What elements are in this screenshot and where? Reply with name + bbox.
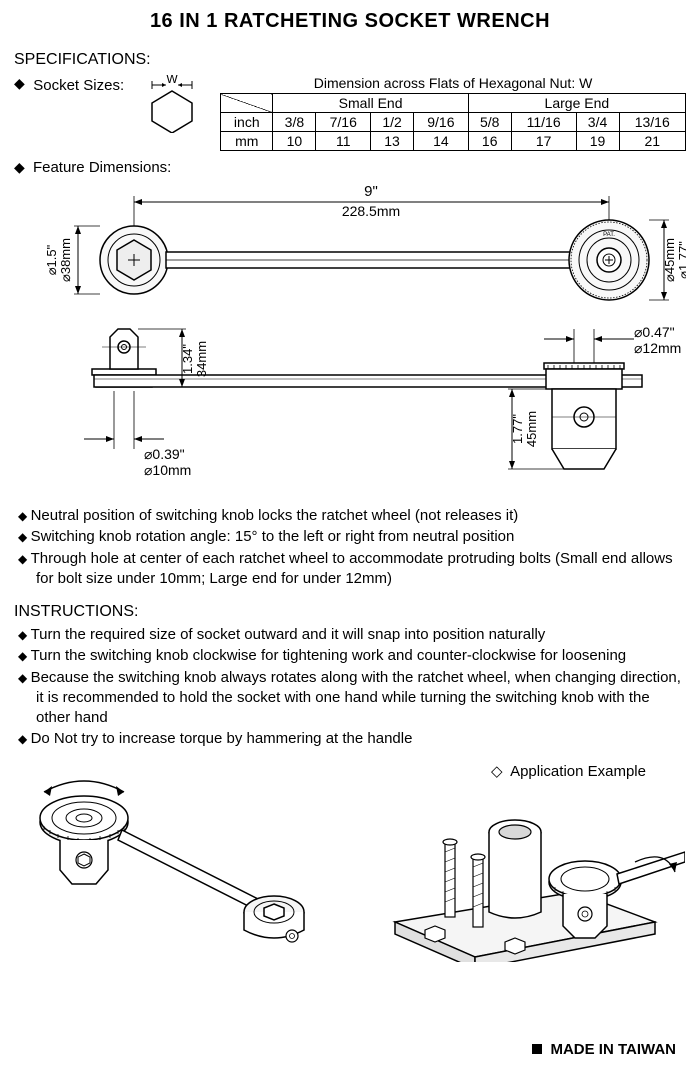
- hex-width-label: W: [166, 75, 178, 86]
- instruction-item: Turn the required size of socket outward…: [18, 625, 686, 645]
- dimension-table: Small End Large End inch 3/8 7/16 1/2 9/…: [220, 93, 686, 151]
- socket-sizes-label: Socket Sizes:: [33, 77, 124, 94]
- bolt-icon: [443, 839, 457, 917]
- note-item: Through hole at center of each ratchet w…: [18, 549, 686, 590]
- svg-text:⌀38mm: ⌀38mm: [58, 238, 73, 282]
- illustration-row: ◇ Application Example: [14, 762, 686, 967]
- svg-text:228.5mm: 228.5mm: [342, 203, 400, 219]
- row-label-mm: mm: [221, 132, 273, 151]
- instruction-item: Because the switching knob always rotate…: [18, 668, 686, 729]
- feature-notes: Neutral position of switching knob locks…: [14, 506, 686, 589]
- instruction-item: Turn the switching knob clockwise for ti…: [18, 646, 686, 666]
- svg-text:⌀1.5": ⌀1.5": [44, 244, 59, 275]
- svg-text:⌀10mm: ⌀10mm: [144, 462, 191, 478]
- svg-text:1.77": 1.77": [510, 414, 525, 444]
- instructions-list: Turn the required size of socket outward…: [14, 625, 686, 750]
- table-group-small: Small End: [273, 94, 468, 113]
- instruction-item: Do Not try to increase torque by hammeri…: [18, 729, 686, 749]
- feature-dimensions-label: ◆ Feature Dimensions:: [14, 159, 686, 176]
- svg-text:⌀12mm: ⌀12mm: [634, 340, 681, 356]
- dimension-table-container: Dimension across Flats of Hexagonal Nut:…: [220, 75, 686, 151]
- side-view-drawing: 1.34" 34mm ⌀0.39" ⌀10mm ⌀0.47" ⌀12mm 1.7…: [14, 319, 686, 489]
- svg-text:45mm: 45mm: [524, 411, 539, 447]
- hexagon-diagram: W: [132, 75, 212, 133]
- perspective-illustration: [14, 762, 345, 967]
- specifications-header: SPECIFICATIONS:: [14, 51, 686, 69]
- diamond-bullet-icon: ◆: [14, 75, 25, 92]
- note-item: Neutral position of switching knob locks…: [18, 506, 686, 526]
- svg-text:1.34": 1.34": [180, 344, 195, 374]
- bolt-icon: [471, 854, 485, 927]
- table-row-mm: mm 10 11 13 14 16 17 19 21: [221, 132, 686, 151]
- diamond-outline-icon: ◇: [491, 763, 503, 780]
- svg-text:⌀0.47": ⌀0.47": [634, 324, 675, 340]
- svg-text:34mm: 34mm: [194, 341, 209, 377]
- svg-text:⌀0.39": ⌀0.39": [144, 446, 185, 462]
- application-example-label: ◇ Application Example: [491, 762, 646, 780]
- footer-origin: MADE IN TAIWAN: [532, 1041, 676, 1058]
- diamond-bullet-icon: ◆: [14, 159, 25, 176]
- svg-text:PAT.: PAT.: [603, 232, 615, 238]
- table-corner-cell: [221, 94, 273, 113]
- table-group-large: Large End: [468, 94, 685, 113]
- square-bullet-icon: [532, 1044, 542, 1054]
- row-label-inch: inch: [221, 113, 273, 132]
- top-view-drawing: 9" 228.5mm PAT. ⌀1.5" ⌀38mm ⌀45mm ⌀1.77": [14, 178, 686, 308]
- table-row-inch: inch 3/8 7/16 1/2 9/16 5/8 11/16 3/4 13/…: [221, 113, 686, 132]
- application-example-illustration: ◇ Application Example: [355, 762, 686, 967]
- page-title: 16 IN 1 RATCHETING SOCKET WRENCH: [14, 10, 686, 33]
- note-item: Switching knob rotation angle: 15° to th…: [18, 527, 686, 547]
- table-caption: Dimension across Flats of Hexagonal Nut:…: [220, 75, 686, 91]
- socket-sizes-row: ◆ Socket Sizes: W Dimension across Flats…: [14, 75, 686, 151]
- svg-text:⌀45mm: ⌀45mm: [662, 238, 677, 282]
- svg-text:⌀1.77": ⌀1.77": [676, 241, 686, 279]
- instructions-header: INSTRUCTIONS:: [14, 603, 686, 621]
- svg-text:9": 9": [364, 183, 378, 200]
